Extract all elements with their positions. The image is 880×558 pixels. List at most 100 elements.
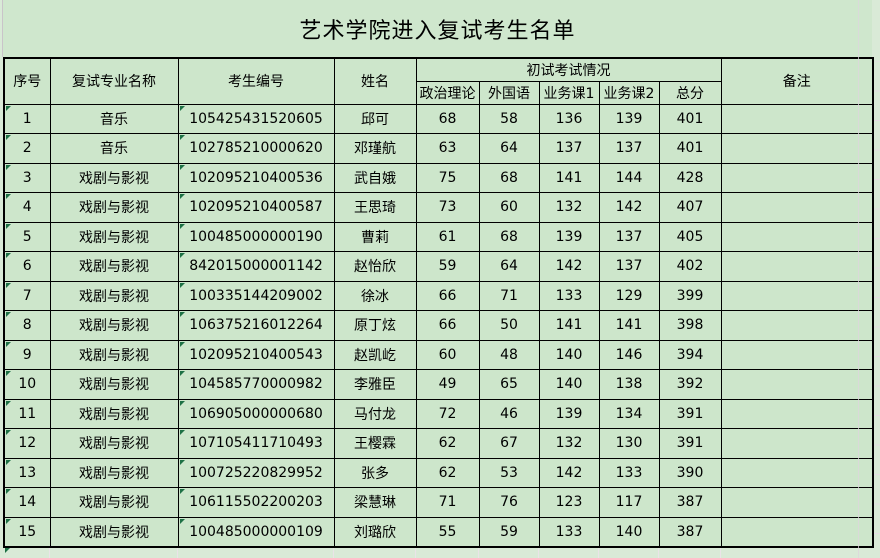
header-politics[interactable]: 政治理论 [415, 80, 480, 105]
header-remark[interactable]: 备注 [720, 57, 874, 105]
foreign-cell[interactable]: 64 [478, 251, 540, 282]
course1-cell[interactable]: 142 [538, 457, 600, 488]
course2-cell[interactable]: 146 [598, 339, 660, 370]
foreign-cell[interactable]: 60 [478, 192, 540, 223]
no-cell[interactable]: 14 [3, 487, 51, 518]
total-cell[interactable]: 399 [658, 280, 722, 311]
foreign-cell[interactable]: 46 [478, 398, 540, 429]
remark-cell[interactable] [720, 516, 874, 547]
id-cell[interactable]: 104585770000982 [177, 369, 335, 400]
major-cell[interactable]: 戏剧与影视 [49, 339, 179, 370]
foreign-cell[interactable]: 50 [478, 310, 540, 341]
total-cell[interactable]: 391 [658, 398, 722, 429]
id-cell[interactable]: 107105411710493 [177, 428, 335, 459]
id-cell[interactable]: 100335144209002 [177, 280, 335, 311]
politics-cell[interactable]: 60 [415, 339, 480, 370]
politics-cell[interactable]: 68 [415, 103, 480, 134]
sheet-title-cell[interactable]: 艺术学院进入复试考生名单 [3, 0, 872, 57]
remark-cell[interactable] [720, 428, 874, 459]
course2-cell[interactable]: 129 [598, 280, 660, 311]
no-cell[interactable]: 7 [3, 280, 51, 311]
course2-cell[interactable]: 140 [598, 516, 660, 547]
no-cell[interactable]: 8 [3, 310, 51, 341]
foreign-cell[interactable]: 53 [478, 457, 540, 488]
id-cell[interactable]: 106905000000680 [177, 398, 335, 429]
total-cell[interactable]: 394 [658, 339, 722, 370]
major-cell[interactable]: 音乐 [49, 103, 179, 134]
id-cell[interactable]: 105425431520605 [177, 103, 335, 134]
politics-cell[interactable]: 61 [415, 221, 480, 252]
total-cell[interactable]: 405 [658, 221, 722, 252]
remark-cell[interactable] [720, 398, 874, 429]
course2-cell[interactable]: 137 [598, 221, 660, 252]
course2-cell[interactable]: 139 [598, 103, 660, 134]
course1-cell[interactable]: 139 [538, 221, 600, 252]
politics-cell[interactable]: 63 [415, 133, 480, 164]
name-cell[interactable]: 赵怡欣 [333, 251, 417, 282]
major-cell[interactable]: 音乐 [49, 133, 179, 164]
id-cell[interactable]: 842015000001142 [177, 251, 335, 282]
name-cell[interactable]: 张多 [333, 457, 417, 488]
course1-cell[interactable]: 132 [538, 192, 600, 223]
name-cell[interactable]: 王思琦 [333, 192, 417, 223]
politics-cell[interactable]: 73 [415, 192, 480, 223]
major-cell[interactable]: 戏剧与影视 [49, 251, 179, 282]
course1-cell[interactable]: 142 [538, 251, 600, 282]
politics-cell[interactable]: 59 [415, 251, 480, 282]
course2-cell[interactable]: 137 [598, 251, 660, 282]
course1-cell[interactable]: 133 [538, 280, 600, 311]
name-cell[interactable]: 梁慧琳 [333, 487, 417, 518]
id-cell[interactable]: 106115502200203 [177, 487, 335, 518]
name-cell[interactable]: 王樱霖 [333, 428, 417, 459]
foreign-cell[interactable]: 65 [478, 369, 540, 400]
header-candidate-id[interactable]: 考生编号 [177, 57, 335, 105]
total-cell[interactable]: 391 [658, 428, 722, 459]
course2-cell[interactable]: 141 [598, 310, 660, 341]
politics-cell[interactable]: 71 [415, 487, 480, 518]
total-cell[interactable]: 401 [658, 103, 722, 134]
foreign-cell[interactable]: 76 [478, 487, 540, 518]
course2-cell[interactable]: 144 [598, 162, 660, 193]
remark-cell[interactable] [720, 487, 874, 518]
total-cell[interactable]: 402 [658, 251, 722, 282]
major-cell[interactable]: 戏剧与影视 [49, 192, 179, 223]
remark-cell[interactable] [720, 221, 874, 252]
no-cell[interactable]: 4 [3, 192, 51, 223]
no-cell[interactable]: 9 [3, 339, 51, 370]
foreign-cell[interactable]: 48 [478, 339, 540, 370]
name-cell[interactable]: 原丁炫 [333, 310, 417, 341]
course1-cell[interactable]: 140 [538, 369, 600, 400]
header-exam-group[interactable]: 初试考试情况 [415, 57, 722, 82]
course1-cell[interactable]: 137 [538, 133, 600, 164]
remark-cell[interactable] [720, 339, 874, 370]
no-cell[interactable]: 5 [3, 221, 51, 252]
foreign-cell[interactable]: 67 [478, 428, 540, 459]
id-cell[interactable]: 100485000000190 [177, 221, 335, 252]
total-cell[interactable]: 407 [658, 192, 722, 223]
no-cell[interactable]: 2 [3, 133, 51, 164]
id-cell[interactable]: 106375216012264 [177, 310, 335, 341]
total-cell[interactable]: 392 [658, 369, 722, 400]
total-cell[interactable]: 398 [658, 310, 722, 341]
remark-cell[interactable] [720, 280, 874, 311]
id-cell[interactable]: 100725220829952 [177, 457, 335, 488]
header-name[interactable]: 姓名 [333, 57, 417, 105]
politics-cell[interactable]: 66 [415, 310, 480, 341]
total-cell[interactable]: 390 [658, 457, 722, 488]
name-cell[interactable]: 武自娥 [333, 162, 417, 193]
header-course2[interactable]: 业务课2 [598, 80, 660, 105]
major-cell[interactable]: 戏剧与影视 [49, 516, 179, 547]
remark-cell[interactable] [720, 310, 874, 341]
total-cell[interactable]: 428 [658, 162, 722, 193]
no-cell[interactable]: 11 [3, 398, 51, 429]
politics-cell[interactable]: 75 [415, 162, 480, 193]
major-cell[interactable]: 戏剧与影视 [49, 221, 179, 252]
name-cell[interactable]: 马付龙 [333, 398, 417, 429]
course1-cell[interactable]: 123 [538, 487, 600, 518]
no-cell[interactable]: 13 [3, 457, 51, 488]
major-cell[interactable]: 戏剧与影视 [49, 310, 179, 341]
foreign-cell[interactable]: 58 [478, 103, 540, 134]
header-total[interactable]: 总分 [658, 80, 722, 105]
foreign-cell[interactable]: 59 [478, 516, 540, 547]
name-cell[interactable]: 邱可 [333, 103, 417, 134]
